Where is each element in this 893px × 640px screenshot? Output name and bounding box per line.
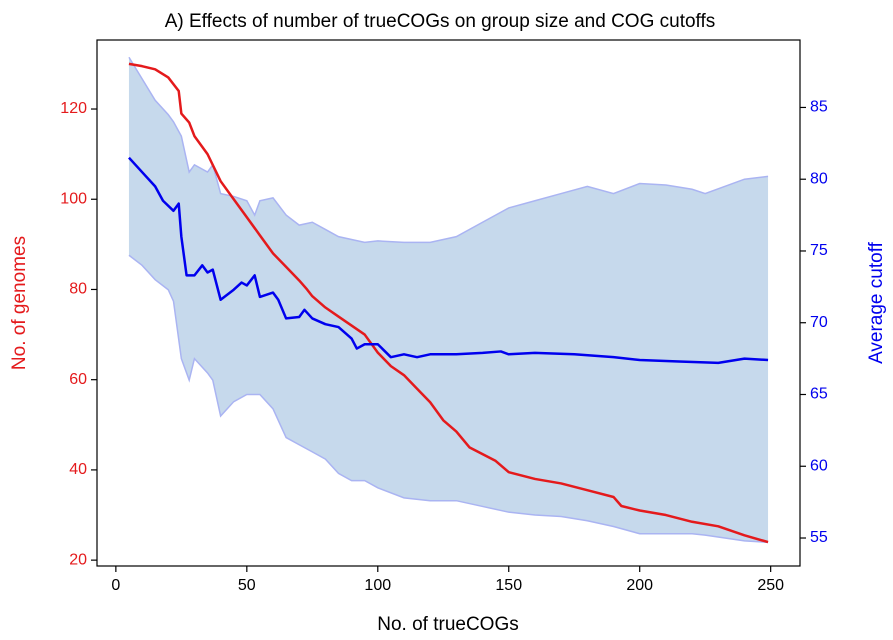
band-area — [128, 57, 769, 543]
band-lower-edge — [128, 254, 769, 544]
series-line — [128, 156, 769, 365]
x-tick-label: 0 — [111, 577, 120, 594]
x-tick-label: 100 — [364, 577, 391, 594]
y2-tick-label: 55 — [810, 529, 828, 546]
x-tick-label: 200 — [626, 577, 653, 594]
y2-tick-label: 60 — [810, 457, 828, 474]
y-axis-label: No. of genomes — [9, 236, 30, 370]
y2-tick-label: 70 — [810, 314, 828, 331]
y-tick-label: 60 — [69, 371, 87, 388]
x-tick-label: 150 — [495, 577, 522, 594]
y2-tick-label: 80 — [810, 170, 828, 187]
band-upper-edge — [128, 56, 769, 244]
y-tick-label: 40 — [69, 461, 87, 478]
y-tick-label: 20 — [69, 551, 87, 568]
y-tick-label: 80 — [69, 281, 87, 298]
y-tick-label: 120 — [60, 100, 87, 117]
x-axis-label: No. of trueCOGs — [377, 614, 519, 635]
y2-tick-label: 85 — [810, 99, 828, 116]
plot-frame — [96, 39, 801, 567]
y-tick-label: 100 — [60, 190, 87, 207]
y2-tick-label: 65 — [810, 386, 828, 403]
y2-axis-label: Average cutoff — [866, 241, 887, 364]
chart-title: A) Effects of number of trueCOGs on grou… — [165, 11, 716, 32]
y2-tick-label: 75 — [810, 242, 828, 259]
x-tick-label: 250 — [757, 577, 784, 594]
x-tick-label: 50 — [238, 577, 256, 594]
